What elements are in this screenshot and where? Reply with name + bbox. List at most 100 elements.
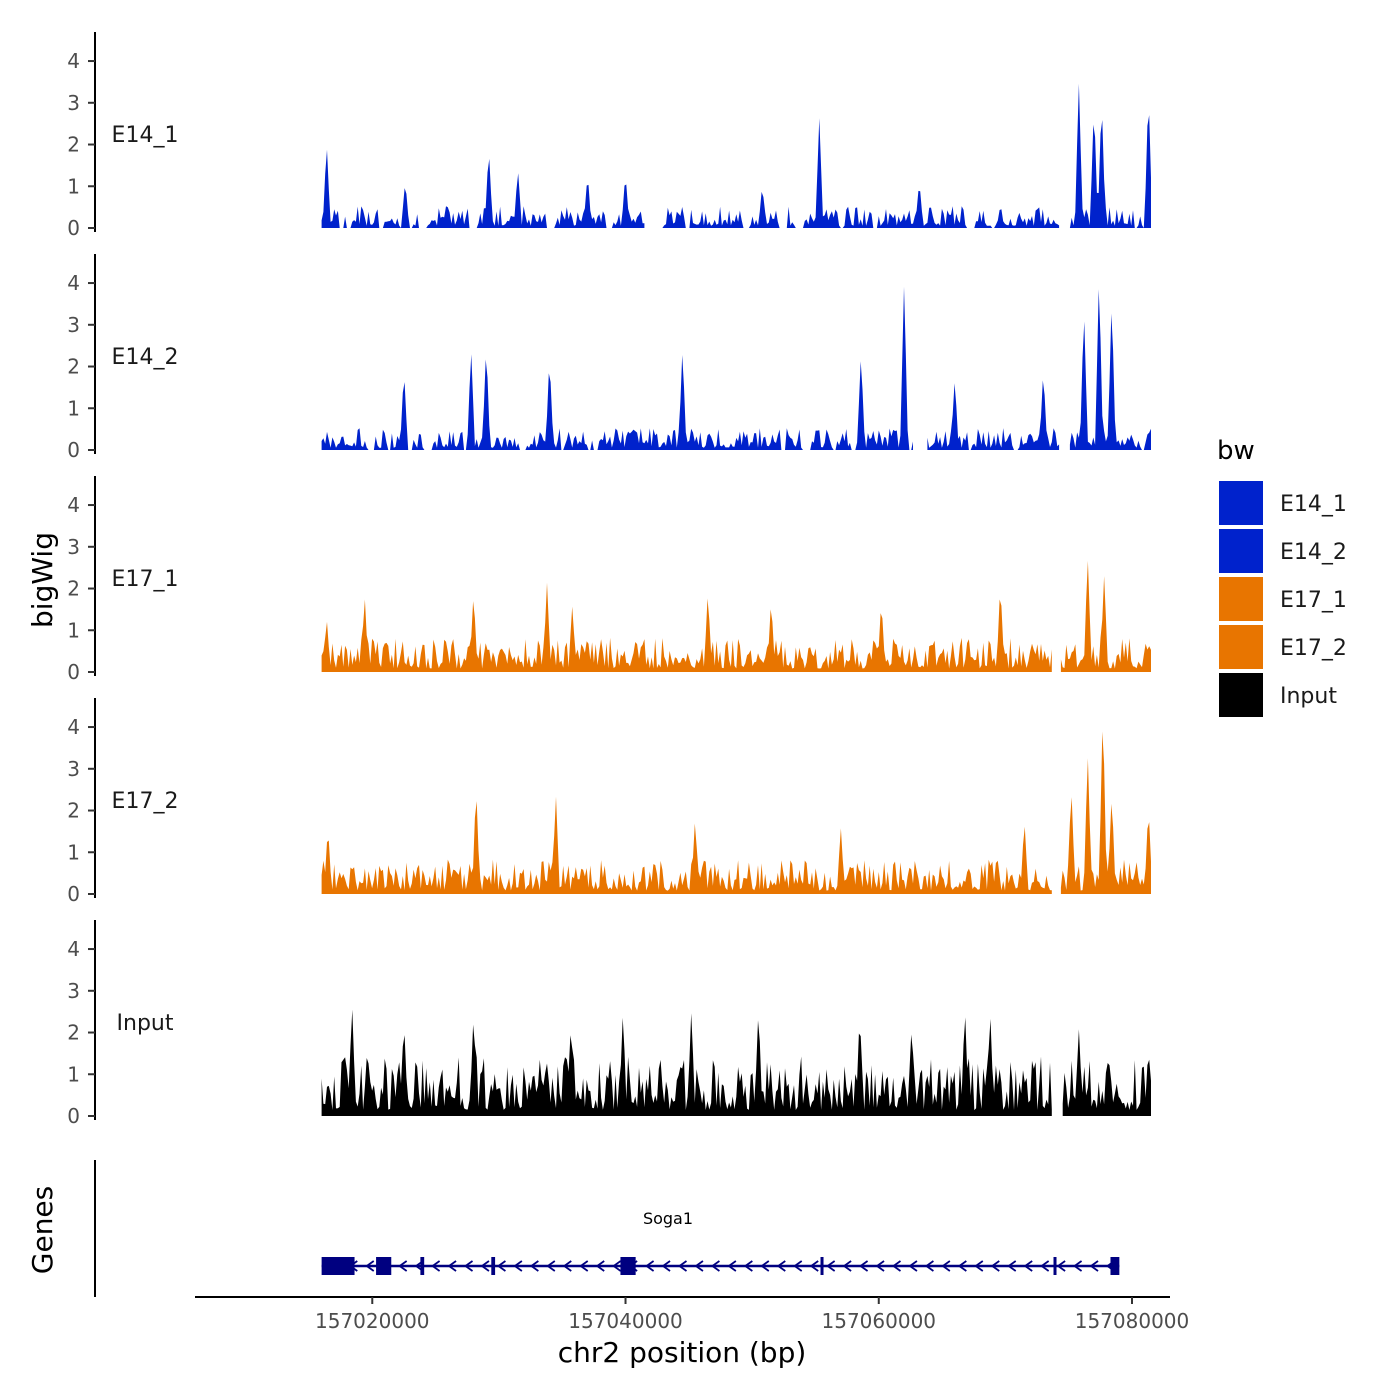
y-tick-label: 4 bbox=[67, 49, 80, 73]
strand-arrow bbox=[743, 1260, 753, 1272]
track-E17_1: 0 1 2 3 4 E17_1 bbox=[67, 476, 1151, 684]
x-tick-label: 157020000 bbox=[315, 1309, 430, 1333]
strand-arrow bbox=[398, 1260, 408, 1272]
signal-area bbox=[321, 149, 645, 228]
x-axis-title: chr2 position (bp) bbox=[558, 1336, 807, 1369]
strand-arrow bbox=[776, 1260, 786, 1272]
y-tick-label: 1 bbox=[67, 618, 80, 642]
x-axis: 157020000 157040000 157060000 157080000 bbox=[195, 1296, 1190, 1333]
y-tick-label: 0 bbox=[67, 216, 80, 240]
strand-arrow bbox=[990, 1260, 1000, 1272]
strand-arrow bbox=[1073, 1260, 1083, 1272]
y-tick-label: 0 bbox=[67, 438, 80, 462]
signal-area bbox=[321, 796, 1052, 894]
signal-area bbox=[1062, 1029, 1151, 1116]
strand-arrow bbox=[760, 1260, 770, 1272]
signal-tracks: 0 1 2 3 4 E14_1 0 1 2 3 4 E14_2 0 1 2 3 4 E17_1 0 1 2 3 4 E17_2… bbox=[67, 32, 1151, 1128]
signal-area bbox=[321, 286, 914, 450]
signal-area bbox=[1069, 289, 1151, 450]
strand-arrow bbox=[546, 1260, 556, 1272]
x-tick-label: 157080000 bbox=[1075, 1309, 1190, 1333]
y-tick-label: 4 bbox=[67, 493, 80, 517]
y-tick-label: 1 bbox=[67, 840, 80, 864]
y-tick-label: 0 bbox=[67, 1104, 80, 1128]
legend-label: E14_1 bbox=[1280, 492, 1347, 517]
y-axis-title: bigWig bbox=[26, 532, 59, 628]
signal-area bbox=[658, 118, 1060, 228]
strand-arrow bbox=[842, 1260, 852, 1272]
strand-arrow bbox=[529, 1260, 539, 1272]
track-label: E17_2 bbox=[112, 789, 179, 814]
strand-arrow bbox=[1056, 1260, 1066, 1272]
legend-key-E17_2 bbox=[1217, 623, 1265, 671]
gene-name-label: Soga1 bbox=[643, 1209, 693, 1228]
y-tick-label: 3 bbox=[67, 313, 80, 337]
strand-arrow bbox=[1007, 1260, 1017, 1272]
strand-arrow bbox=[365, 1260, 375, 1272]
y-tick-label: 3 bbox=[67, 535, 80, 559]
legend-label: E17_1 bbox=[1280, 588, 1347, 613]
track-Input: 0 1 2 3 4 Input bbox=[67, 920, 1151, 1128]
strand-arrow bbox=[1040, 1260, 1050, 1272]
exon bbox=[820, 1257, 824, 1275]
strand-arrow bbox=[496, 1260, 506, 1272]
signal-area bbox=[927, 380, 1060, 450]
strand-arrow bbox=[941, 1260, 951, 1272]
strand-arrow bbox=[908, 1260, 918, 1272]
y-tick-label: 3 bbox=[67, 979, 80, 1003]
strand-arrow bbox=[562, 1260, 572, 1272]
strand-arrow bbox=[579, 1260, 589, 1272]
legend-label: E14_2 bbox=[1280, 540, 1347, 565]
exon bbox=[1053, 1257, 1057, 1275]
exon bbox=[491, 1257, 496, 1275]
strand-arrow bbox=[431, 1260, 441, 1272]
legend-label: E17_2 bbox=[1280, 636, 1347, 661]
strand-arrow bbox=[924, 1260, 934, 1272]
genes-panel: Genes Soga1 bbox=[26, 1160, 1120, 1297]
strand-arrow bbox=[677, 1260, 688, 1272]
track-label: E14_2 bbox=[112, 345, 179, 370]
strand-arrow bbox=[661, 1260, 671, 1272]
track-label: Input bbox=[117, 1011, 174, 1036]
strand-arrow bbox=[480, 1260, 490, 1272]
exon bbox=[620, 1257, 636, 1275]
y-tick-label: 2 bbox=[67, 133, 80, 157]
strand-arrow bbox=[595, 1260, 605, 1272]
y-tick-label: 3 bbox=[67, 91, 80, 115]
y-tick-label: 4 bbox=[67, 271, 80, 295]
y-tick-label: 4 bbox=[67, 715, 80, 739]
strand-arrow bbox=[859, 1260, 869, 1272]
track-E17_2: 0 1 2 3 4 E17_2 bbox=[67, 698, 1151, 906]
strand-arrow bbox=[513, 1260, 523, 1272]
x-tick-label: 157060000 bbox=[822, 1309, 937, 1333]
y-tick-label: 4 bbox=[67, 937, 80, 961]
y-tick-label: 2 bbox=[67, 1021, 80, 1045]
strand-arrow bbox=[875, 1260, 885, 1272]
strand-arrow bbox=[1023, 1260, 1033, 1272]
y-tick-label: 1 bbox=[67, 1062, 80, 1086]
y-tick-label: 2 bbox=[67, 799, 80, 823]
legend: bw E14_1 E14_2 E17_1 E17_2 Input bbox=[1217, 436, 1347, 719]
strand-arrow bbox=[612, 1260, 622, 1272]
strand-arrow bbox=[710, 1260, 720, 1272]
y-tick-label: 3 bbox=[67, 757, 80, 781]
gene-model bbox=[321, 1257, 1120, 1275]
strand-arrow bbox=[447, 1260, 457, 1272]
genes-axis-title: Genes bbox=[26, 1186, 59, 1274]
legend-key-E17_1 bbox=[1217, 575, 1265, 623]
signal-area bbox=[1060, 560, 1151, 672]
signal-area bbox=[1069, 83, 1151, 228]
exon bbox=[1110, 1257, 1120, 1275]
strand-arrow bbox=[957, 1260, 967, 1272]
track-E14_2: 0 1 2 3 4 E14_2 bbox=[67, 254, 1151, 462]
strand-arrow bbox=[974, 1260, 984, 1272]
legend-key-E14_1 bbox=[1217, 479, 1265, 527]
strand-arrow bbox=[1089, 1260, 1099, 1272]
legend-key-E14_2 bbox=[1217, 527, 1265, 575]
legend-key-Input bbox=[1217, 671, 1265, 719]
strand-arrow bbox=[727, 1260, 737, 1272]
exon bbox=[420, 1257, 425, 1275]
track-label: E14_1 bbox=[112, 123, 179, 148]
strand-arrow bbox=[645, 1260, 655, 1272]
